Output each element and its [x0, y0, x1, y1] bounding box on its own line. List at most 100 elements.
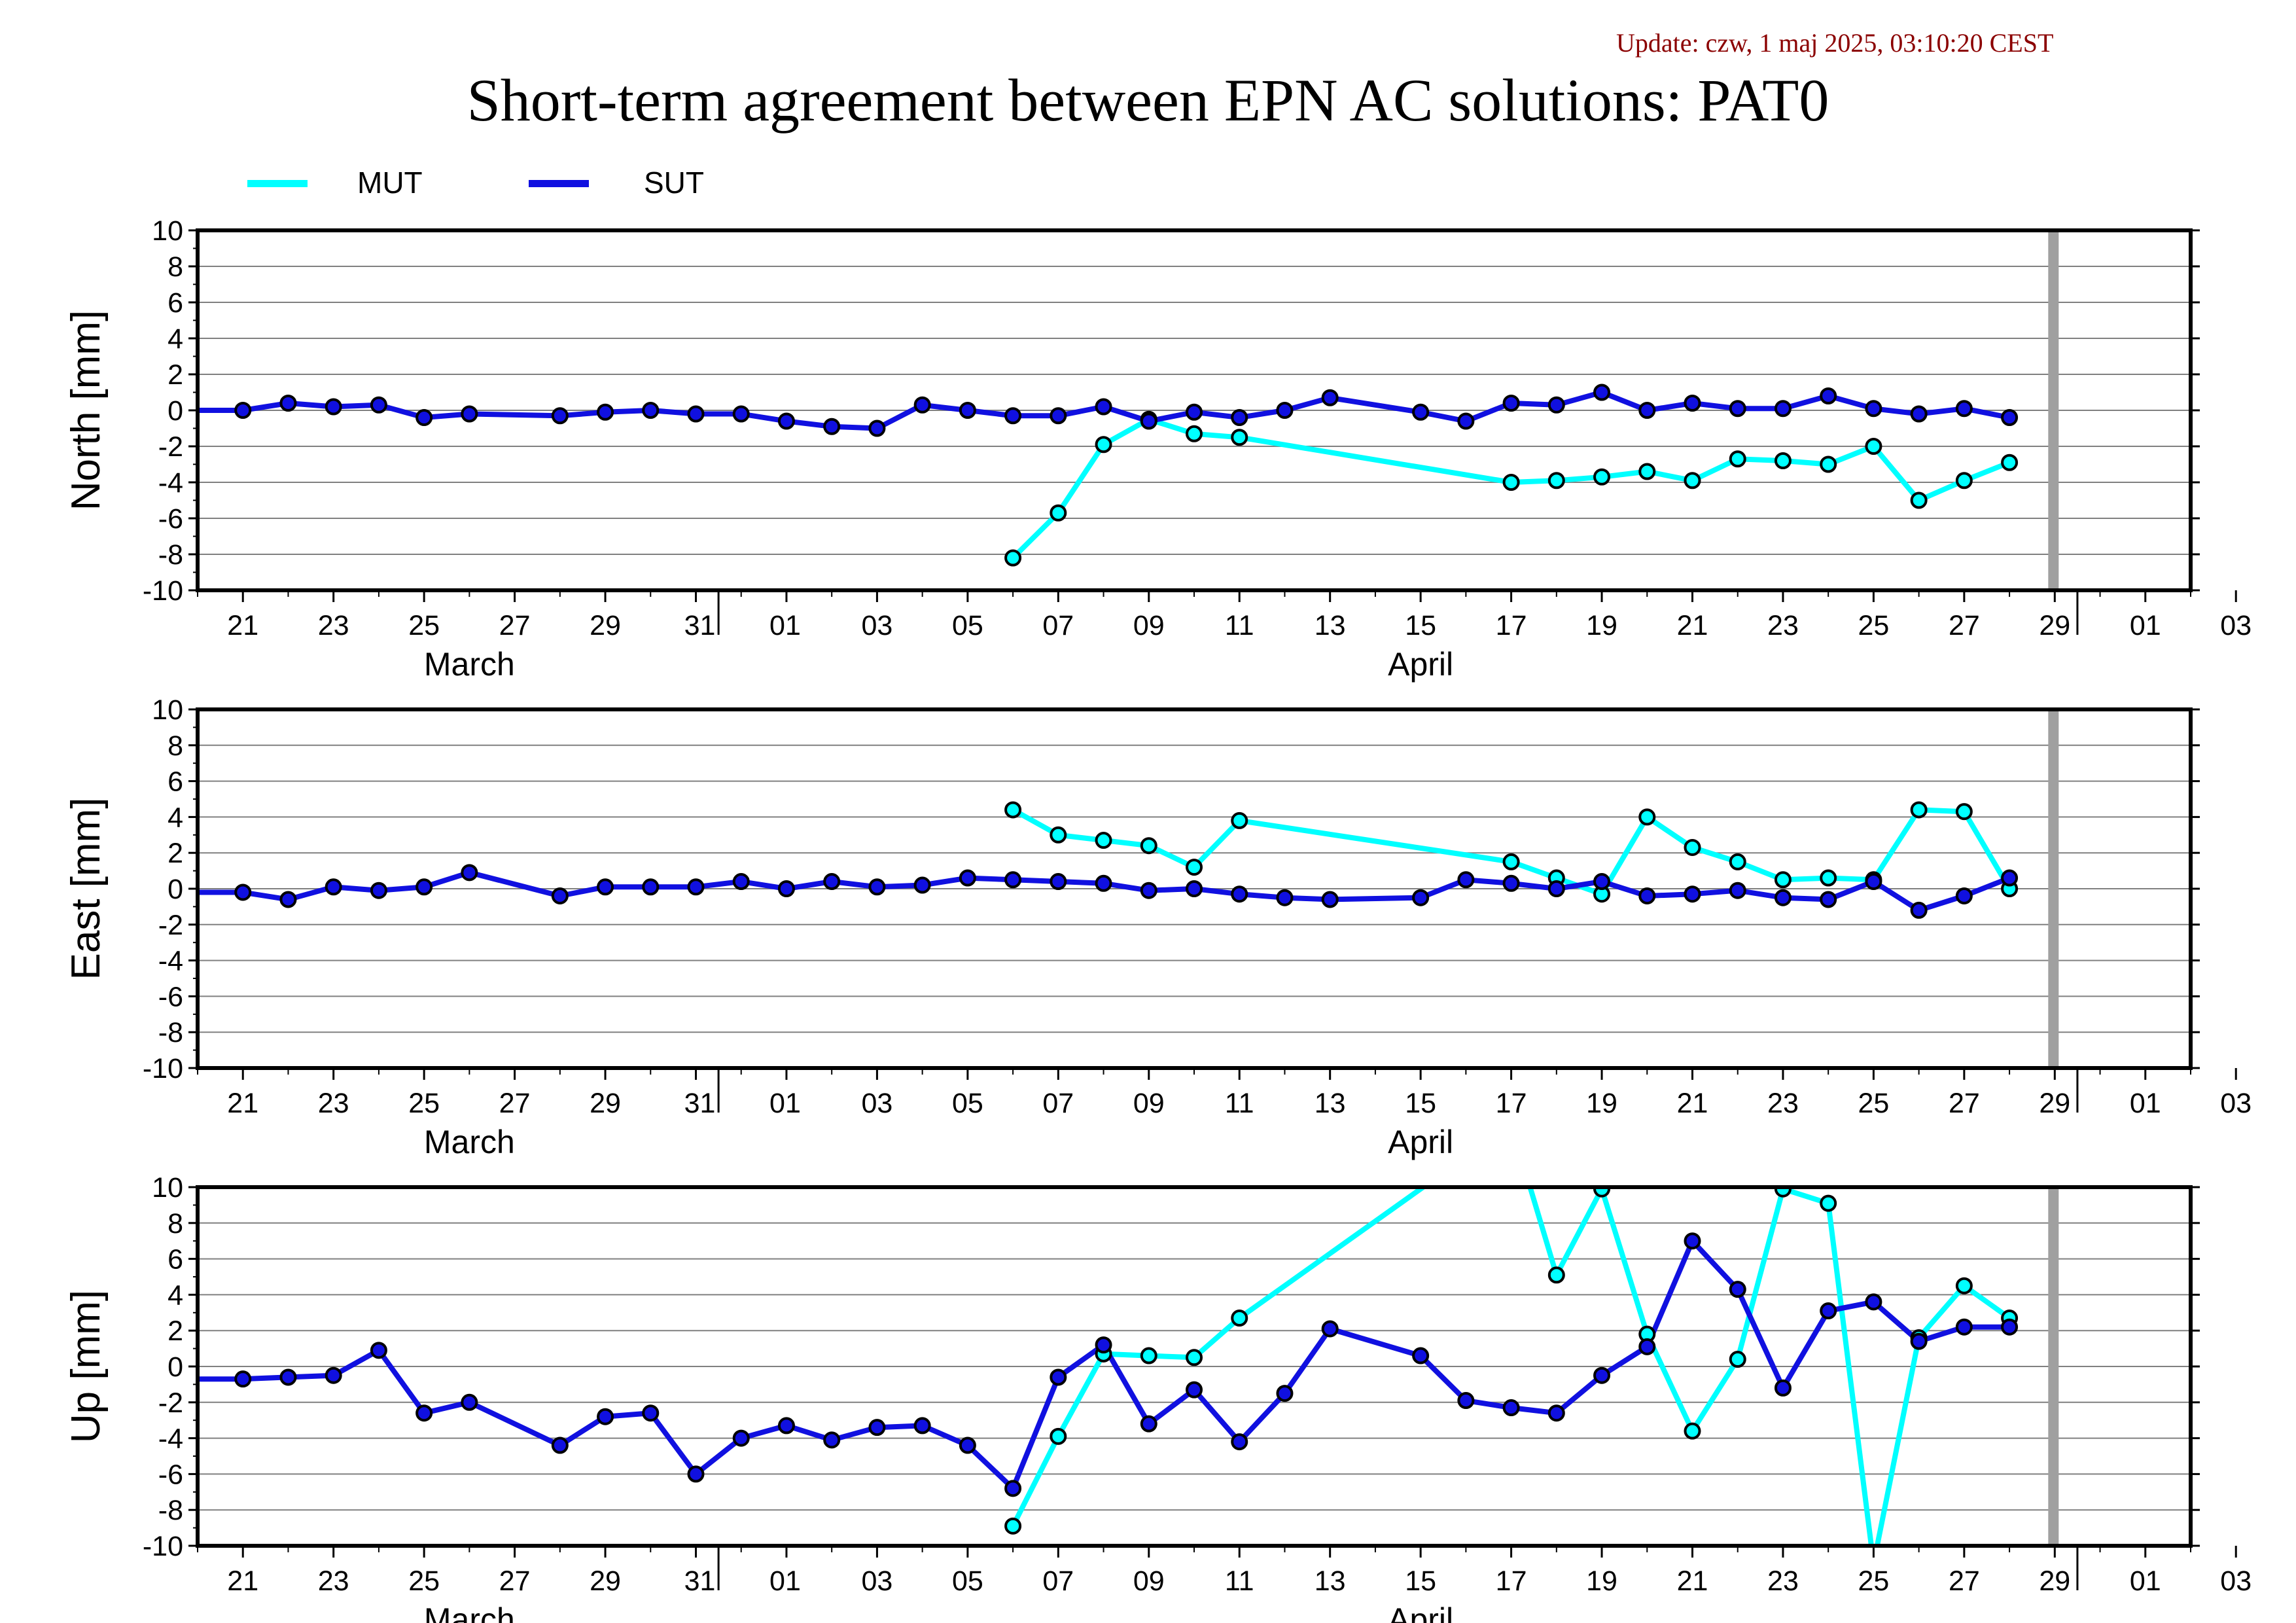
data-point-sut: [823, 1431, 841, 1449]
month-label: March: [424, 1601, 515, 1623]
y-tick-label: 10: [152, 694, 183, 726]
x-tick-label: 21: [1677, 610, 1708, 641]
y-tick-label: -8: [158, 539, 183, 571]
y-tick-label: 4: [168, 1279, 183, 1311]
data-point-sut: [1638, 402, 1656, 419]
y-tick-label: 8: [168, 1208, 183, 1240]
data-point-mut: [1231, 1310, 1248, 1327]
y-tick-label: -2: [158, 431, 183, 463]
x-tick-label: 29: [590, 1565, 621, 1597]
y-tick-label: 4: [168, 323, 183, 355]
data-point-sut: [732, 873, 750, 891]
plot-frame: [196, 228, 2193, 592]
x-tick-label: 23: [1767, 1565, 1799, 1597]
x-tick-label: 13: [1315, 610, 1346, 641]
data-point-mut: [1186, 425, 1203, 442]
data-point-sut: [279, 891, 297, 908]
data-point-sut: [1955, 400, 1973, 418]
data-point-sut: [1684, 885, 1701, 903]
data-point-mut: [1910, 491, 1928, 509]
data-point-sut: [461, 864, 478, 882]
data-point-sut: [1276, 1385, 1294, 1402]
x-tick-label: 01: [2130, 1088, 2161, 1119]
x-tick-label: 13: [1315, 1565, 1346, 1597]
data-point-sut: [461, 1393, 478, 1411]
data-point-sut: [1186, 403, 1203, 421]
data-point-sut: [1412, 403, 1430, 421]
x-tick-label: 01: [2130, 610, 2161, 641]
data-point-mut: [1638, 463, 1656, 480]
data-point-mut: [1547, 1266, 1565, 1284]
data-point-sut: [687, 878, 705, 896]
data-point-mut: [1820, 455, 1837, 473]
y-tick-label: 8: [168, 251, 183, 283]
y-tick-label: -4: [158, 946, 183, 977]
data-point-mut: [1004, 549, 1022, 567]
data-point-sut: [959, 1436, 976, 1454]
panel-north: -10 -8 -6 -4 -2 0 2 4 6 8 10 21 23 25 27 29 31 01 03 05 07 09…: [63, 215, 2252, 683]
x-tick-label: 15: [1405, 610, 1436, 641]
x-tick-label: 29: [2039, 610, 2070, 641]
data-point-sut: [1955, 887, 1973, 904]
x-tick-label: 03: [2220, 1088, 2252, 1119]
y-tick-label: 0: [168, 1351, 183, 1383]
x-tick-label: 21: [227, 610, 258, 641]
data-point-sut: [234, 402, 252, 419]
y-tick-label: 6: [168, 766, 183, 798]
data-point-sut: [551, 407, 569, 425]
data-point-sut: [370, 882, 387, 899]
data-point-sut: [551, 1436, 569, 1454]
data-point-sut: [1050, 1368, 1067, 1386]
x-tick-label: 27: [1949, 610, 1980, 641]
data-point-mut: [1231, 812, 1248, 829]
x-tick-label: 27: [499, 1565, 531, 1597]
x-tick-label: 25: [408, 610, 440, 641]
y-axis-label: Up [mm]: [63, 1290, 109, 1443]
data-point-mut: [1684, 838, 1701, 856]
plot-frame: [196, 1185, 2193, 1548]
data-point-sut: [1774, 1379, 1792, 1397]
x-tick-label: 03: [2220, 610, 2252, 641]
x-tick-label: 01: [769, 1088, 801, 1119]
data-point-sut: [1321, 891, 1339, 908]
data-point-sut: [1004, 407, 1022, 425]
data-point-mut: [1050, 1427, 1067, 1445]
data-point-sut: [777, 412, 795, 430]
data-point-sut: [1276, 402, 1294, 419]
x-tick-label: 03: [861, 1565, 892, 1597]
x-tick-label: 07: [1042, 610, 1074, 641]
x-tick-label: 05: [952, 1565, 983, 1597]
data-point-mut: [1004, 801, 1022, 819]
y-tick-label: 4: [168, 802, 183, 833]
data-point-sut: [1820, 387, 1837, 404]
data-point-sut: [642, 402, 660, 419]
x-tick-label: 25: [1858, 1088, 1889, 1119]
data-point-sut: [415, 409, 433, 426]
data-point-sut: [777, 1417, 795, 1435]
series-group: [198, 801, 2019, 919]
y-tick-label: -6: [158, 981, 183, 1012]
data-point-sut: [1231, 885, 1248, 903]
data-point-sut: [1140, 412, 1157, 430]
data-point-sut: [1684, 395, 1701, 412]
data-point-mut: [1593, 468, 1611, 486]
data-point-sut: [1910, 405, 1928, 423]
x-tick-label: 17: [1496, 610, 1527, 641]
data-point-sut: [597, 403, 614, 421]
x-tick-label: 01: [769, 1565, 801, 1597]
data-point-mut: [1910, 801, 1928, 819]
data-point-mut: [1865, 438, 1882, 455]
data-point-mut: [1774, 871, 1792, 889]
data-point-mut: [1820, 869, 1837, 887]
y-tick-label: 6: [168, 287, 183, 319]
x-tick-label: 09: [1133, 1088, 1165, 1119]
x-tick-label: 27: [1949, 1088, 1980, 1119]
data-point-mut: [1004, 1517, 1022, 1535]
data-point-mut: [1684, 1422, 1701, 1440]
month-label: March: [424, 646, 515, 683]
x-tick-label: 31: [684, 1088, 716, 1119]
data-point-sut: [415, 878, 433, 896]
data-point-sut: [2001, 1318, 2019, 1336]
